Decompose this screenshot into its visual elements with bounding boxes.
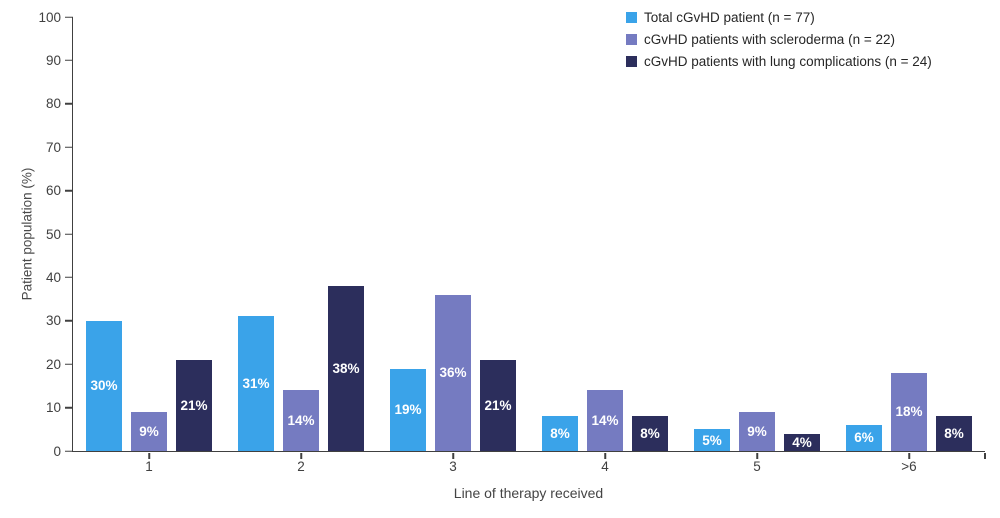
y-axis-tick-label: 90 [45, 52, 61, 68]
plot-area: 30% 9% 21% 1 31% 14% 38% 2 19% 36% 21% 3 8% 14% 8% 4 5% 9… [38, 10, 986, 473]
y-axis-tick-label: 30 [45, 313, 61, 329]
bar-cgvhd-patients-with-lung-complications: 21% [480, 359, 516, 451]
x-axis-tick-label: 2 [297, 459, 305, 474]
bar-total-cgvhd-patient: 6% [846, 424, 882, 451]
y-axis-tick [65, 146, 73, 148]
bar-value-label: 8% [640, 426, 660, 442]
category-group: 8% 14% 8% 4 [529, 17, 681, 473]
bar-cgvhd-patients-with-scleroderma: 9% [131, 411, 167, 451]
bar-value-label: 18% [895, 404, 923, 420]
legend-item: cGvHD patients with lung complications (… [626, 53, 932, 70]
category-group: 19% 36% 21% 3 [377, 17, 529, 473]
legend-label: cGvHD patients with lung complications (… [644, 54, 932, 69]
bar-cgvhd-patients-with-scleroderma: 18% [891, 372, 927, 451]
y-axis-tick [65, 406, 73, 409]
bar-value-label: 14% [287, 413, 315, 429]
x-axis-tick [300, 452, 302, 459]
bar-value-label: 38% [332, 361, 360, 377]
category-group: 6% 18% 8% >6 [833, 17, 985, 473]
y-axis-tick [65, 363, 73, 365]
x-axis-end-tick [984, 452, 986, 459]
legend-swatch [626, 56, 637, 67]
y-axis-tick [65, 233, 73, 235]
y-axis-tick [65, 103, 73, 105]
bar-total-cgvhd-patient: 30% [86, 320, 122, 451]
legend-label: cGvHD patients with scleroderma (n = 22) [644, 32, 895, 47]
x-axis-tick [908, 452, 910, 459]
bar-value-label: 6% [854, 430, 874, 446]
bar-cgvhd-patients-with-lung-complications: 4% [784, 433, 820, 451]
x-axis-tick-label: 3 [449, 459, 457, 474]
y-axis-tick-label: 20 [45, 356, 61, 372]
bar-value-label: 36% [439, 365, 467, 381]
y-axis-tick-label: 60 [45, 182, 61, 198]
y-axis-tick [65, 276, 73, 279]
bar-total-cgvhd-patient: 19% [390, 368, 426, 451]
bar-value-label: 19% [394, 402, 422, 418]
y-axis-tick-label: 80 [45, 96, 61, 112]
y-axis-tick [65, 189, 73, 192]
y-axis-title: Patient population (%) [19, 167, 35, 301]
bar-total-cgvhd-patient: 5% [694, 429, 730, 451]
bar-cgvhd-patients-with-lung-complications: 38% [328, 286, 364, 451]
x-axis-tick [756, 452, 758, 459]
x-axis-title: Line of therapy received [453, 485, 604, 501]
legend-label: Total cGvHD patient (n = 77) [644, 10, 815, 25]
bar-total-cgvhd-patient: 8% [542, 416, 578, 451]
y-axis-tick-label: 10 [45, 399, 61, 415]
legend-item: cGvHD patients with scleroderma (n = 22) [626, 31, 932, 48]
x-axis-tick [604, 452, 606, 459]
y-axis-tick [65, 320, 73, 322]
bar-value-label: 9% [139, 423, 159, 439]
bar-cgvhd-patients-with-scleroderma: 36% [435, 294, 471, 451]
bar-value-label: 5% [702, 432, 722, 448]
bar-cgvhd-patients-with-lung-complications: 21% [176, 359, 212, 451]
x-axis-tick-label: 4 [601, 459, 609, 474]
bar-cgvhd-patients-with-scleroderma: 9% [739, 411, 775, 451]
x-axis-tick [452, 452, 454, 459]
bar-cgvhd-patients-with-lung-complications: 8% [936, 416, 972, 451]
bar-value-label: 9% [747, 423, 767, 439]
bar-value-label: 31% [242, 376, 270, 392]
x-axis-tick [148, 452, 150, 459]
bar-cgvhd-patients-with-lung-complications: 8% [632, 416, 668, 451]
bar-value-label: 8% [550, 426, 570, 442]
y-axis-tick-label: 40 [45, 269, 61, 285]
y-axis-tick [65, 450, 73, 452]
legend: Total cGvHD patient (n = 77) cGvHD patien… [626, 9, 932, 70]
y-axis-tick [65, 16, 73, 18]
bar-cgvhd-patients-with-scleroderma: 14% [587, 390, 623, 451]
bar-groups: 30% 9% 21% 1 31% 14% 38% 2 19% 36% 21% 3 8% 14% 8% 4 5% 9… [73, 17, 985, 473]
legend-swatch [626, 34, 637, 45]
bar-value-label: 8% [944, 426, 964, 442]
bar-total-cgvhd-patient: 31% [238, 316, 274, 451]
x-axis-tick-label: 5 [753, 459, 761, 474]
legend-item: Total cGvHD patient (n = 77) [626, 9, 932, 26]
y-axis-tick-label: 70 [45, 139, 61, 155]
y-axis-tick [65, 59, 73, 62]
y-axis-tick-label: 0 [53, 443, 61, 459]
y-axis-tick-label: 100 [38, 9, 61, 25]
category-group: 30% 9% 21% 1 [73, 17, 225, 473]
category-group: 31% 14% 38% 2 [225, 17, 377, 473]
bar-value-label: 14% [591, 413, 619, 429]
y-axis-tick-label: 50 [45, 226, 61, 242]
legend-swatch [626, 12, 637, 23]
bar-value-label: 21% [484, 397, 512, 413]
bar-value-label: 4% [792, 434, 812, 450]
x-axis-tick-label: 1 [145, 459, 153, 474]
bar-value-label: 21% [180, 397, 208, 413]
bar-cgvhd-patients-with-scleroderma: 14% [283, 390, 319, 451]
category-group: 5% 9% 4% 5 [681, 17, 833, 473]
bar-value-label: 30% [90, 378, 118, 394]
x-axis-tick-label: >6 [901, 459, 917, 474]
